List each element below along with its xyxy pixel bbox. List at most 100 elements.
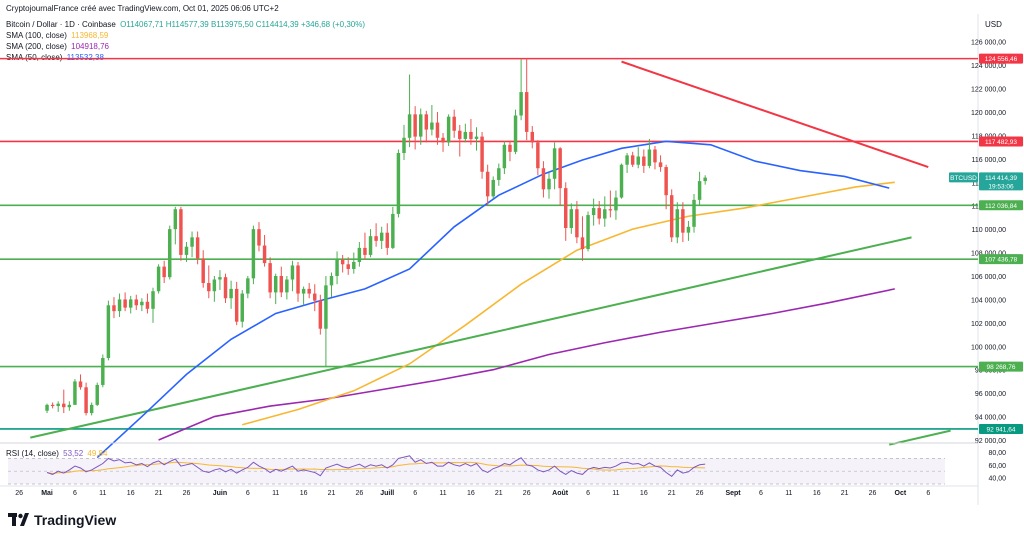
candle-body[interactable]	[497, 168, 501, 180]
candle-body[interactable]	[508, 144, 512, 152]
candle-body[interactable]	[190, 237, 194, 247]
candle-body[interactable]	[218, 277, 222, 280]
rsi-line[interactable]	[46, 455, 706, 477]
candle-body[interactable]	[117, 299, 122, 312]
candle-body[interactable]	[513, 115, 518, 152]
candle-body[interactable]	[564, 188, 568, 228]
candle-body[interactable]	[363, 247, 367, 255]
trendline-resistance[interactable]	[621, 60, 929, 169]
candle-body[interactable]	[474, 136, 479, 139]
tradingview-logo[interactable]: TradingView	[8, 512, 116, 528]
candle-body[interactable]	[229, 288, 233, 299]
trendline-support2[interactable]	[889, 429, 951, 446]
candle-body[interactable]	[346, 264, 350, 269]
candle-body[interactable]	[430, 122, 434, 130]
candle-body[interactable]	[234, 288, 239, 322]
candle-body[interactable]	[179, 209, 183, 255]
candle-body[interactable]	[324, 285, 328, 329]
candle-body[interactable]	[418, 114, 423, 137]
candle-body[interactable]	[541, 168, 546, 190]
candle-body[interactable]	[134, 299, 139, 306]
candle-body[interactable]	[597, 208, 601, 219]
candle-body[interactable]	[318, 300, 323, 329]
candle-body[interactable]	[530, 131, 535, 143]
candle-body[interactable]	[128, 299, 133, 308]
candle-body[interactable]	[524, 92, 529, 132]
sma50-line[interactable]	[96, 140, 890, 459]
candle-body[interactable]	[630, 155, 635, 165]
candle-body[interactable]	[207, 283, 211, 292]
candle-body[interactable]	[145, 301, 150, 309]
candle-body[interactable]	[56, 403, 60, 407]
candle-body[interactable]	[435, 122, 440, 138]
candle-body[interactable]	[50, 404, 55, 407]
candle-body[interactable]	[212, 279, 217, 292]
candle-body[interactable]	[296, 265, 300, 294]
candle-body[interactable]	[379, 232, 384, 241]
candle-body[interactable]	[385, 232, 389, 248]
candle-body[interactable]	[502, 144, 507, 169]
candle-body[interactable]	[67, 404, 72, 408]
sma200-line[interactable]	[158, 288, 895, 441]
candle-body[interactable]	[106, 305, 111, 358]
candle-body[interactable]	[73, 381, 77, 405]
candle-body[interactable]	[413, 114, 417, 137]
candle-body[interactable]	[469, 131, 473, 139]
candle-body[interactable]	[368, 236, 373, 255]
candle-body[interactable]	[391, 213, 395, 248]
candle-body[interactable]	[268, 263, 272, 293]
candle-body[interactable]	[463, 131, 468, 139]
candle-body[interactable]	[664, 167, 668, 196]
candle-body[interactable]	[262, 245, 267, 264]
candle-body[interactable]	[402, 137, 406, 153]
candle-body[interactable]	[84, 387, 88, 414]
candle-body[interactable]	[168, 229, 172, 278]
candle-body[interactable]	[313, 293, 317, 301]
candle-body[interactable]	[569, 209, 574, 228]
candle-body[interactable]	[681, 209, 685, 233]
candle-body[interactable]	[491, 179, 495, 197]
candle-body[interactable]	[675, 209, 680, 238]
candle-body[interactable]	[45, 404, 49, 411]
candle-body[interactable]	[112, 305, 116, 312]
candle-body[interactable]	[614, 197, 618, 211]
candle-body[interactable]	[273, 276, 278, 293]
candle-body[interactable]	[485, 171, 490, 197]
candle-body[interactable]	[223, 277, 228, 299]
candle-body[interactable]	[575, 209, 579, 238]
candle-body[interactable]	[89, 404, 94, 414]
candle-body[interactable]	[195, 237, 200, 259]
candle-body[interactable]	[257, 229, 261, 246]
candle-body[interactable]	[396, 153, 401, 214]
candle-body[interactable]	[201, 258, 205, 284]
sma100-line[interactable]	[242, 181, 895, 426]
candle-body[interactable]	[552, 148, 557, 179]
candle-body[interactable]	[357, 247, 362, 262]
candle-body[interactable]	[140, 301, 144, 306]
candle-body[interactable]	[446, 116, 451, 143]
candle-body[interactable]	[619, 164, 624, 198]
candle-body[interactable]	[62, 403, 66, 408]
candle-body[interactable]	[290, 265, 295, 280]
candle-body[interactable]	[669, 195, 674, 238]
candle-body[interactable]	[246, 278, 250, 294]
candle-body[interactable]	[78, 381, 83, 388]
candle-body[interactable]	[603, 209, 607, 219]
candle-body[interactable]	[647, 149, 652, 166]
candle-body[interactable]	[101, 358, 105, 385]
candle-body[interactable]	[591, 208, 596, 216]
candle-body[interactable]	[156, 266, 161, 292]
candle-body[interactable]	[586, 215, 590, 250]
candle-body[interactable]	[301, 288, 306, 294]
candle-body[interactable]	[458, 130, 462, 139]
candle-body[interactable]	[407, 114, 412, 138]
candle-body[interactable]	[279, 276, 284, 293]
candle-body[interactable]	[547, 178, 551, 190]
symbol-legend[interactable]: Bitcoin / Dollar · 1D · Coinbase O114067…	[6, 20, 365, 29]
candle-body[interactable]	[329, 276, 334, 286]
candle-body[interactable]	[352, 261, 356, 269]
candle-body[interactable]	[536, 142, 540, 169]
candle-body[interactable]	[686, 226, 691, 233]
candle-body[interactable]	[452, 116, 456, 131]
